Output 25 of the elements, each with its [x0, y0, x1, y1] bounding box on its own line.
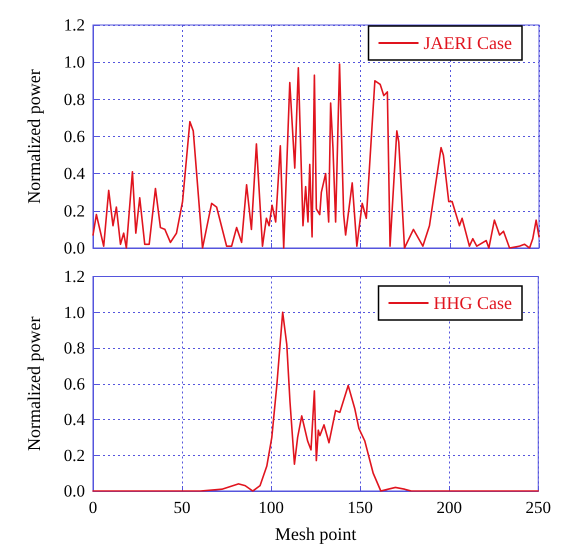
y-tick-label: 0.6: [64, 374, 85, 394]
y-tick-label: 0.2: [64, 446, 85, 465]
y-tick-label: 0.2: [64, 201, 85, 220]
x-tick-label: 250: [526, 498, 551, 517]
x-tick-label: 150: [347, 498, 373, 517]
y-tick-label: 1.0: [64, 52, 85, 72]
x-tick-label: 100: [258, 498, 284, 517]
legend-label: HHG Case: [434, 293, 512, 313]
y-axis-title: Normalized power: [24, 69, 44, 204]
y-tick-label: 0.8: [64, 338, 85, 358]
x-tick-label: 50: [174, 498, 191, 517]
legend-label: JAERI Case: [424, 33, 512, 53]
x-tick-label: 0: [88, 498, 98, 517]
y-tick-label: 1.2: [64, 267, 85, 286]
y-tick-label: 0.6: [64, 127, 85, 146]
y-tick-label: 1.2: [64, 16, 85, 34]
y-axis-title: Normalized power: [24, 316, 44, 451]
y-tick-label: 0.0: [64, 238, 85, 258]
y-tick-label: 0.4: [64, 410, 86, 429]
y-tick-label: 0.8: [64, 90, 85, 109]
y-tick-label: 1.0: [64, 302, 85, 322]
y-tick-label: 0.0: [64, 482, 85, 500]
y-tick-label: 0.4: [64, 164, 86, 184]
x-axis-title: Mesh point: [274, 524, 356, 544]
x-tick-label: 200: [436, 498, 462, 517]
